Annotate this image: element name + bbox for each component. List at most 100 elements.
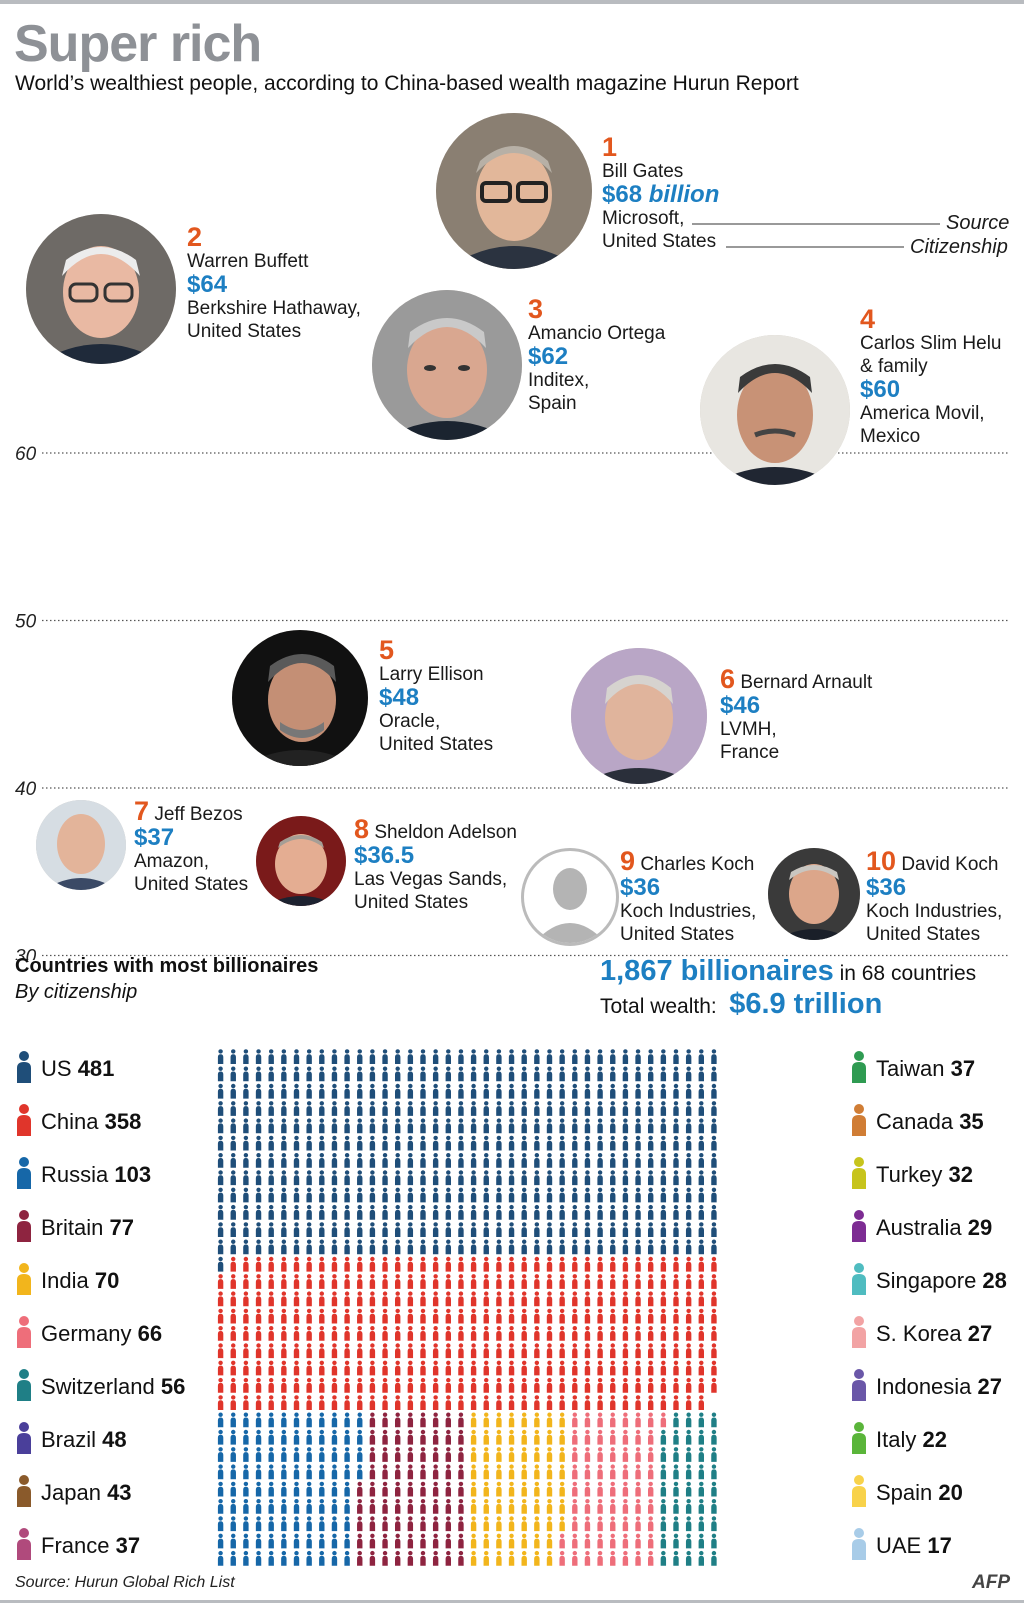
person-icon xyxy=(711,1533,717,1549)
person-icon xyxy=(243,1481,249,1497)
person-icon xyxy=(268,1516,274,1532)
person-icon xyxy=(281,1083,287,1099)
person-icon xyxy=(420,1481,426,1497)
person-icon xyxy=(344,1395,350,1410)
legend-country-count: 20 xyxy=(938,1480,963,1505)
person-icon xyxy=(572,1343,578,1359)
person-icon xyxy=(395,1049,401,1064)
person-icon xyxy=(306,1187,312,1203)
person-icon xyxy=(660,1377,667,1393)
person-icon xyxy=(369,1377,376,1393)
person-icon xyxy=(648,1187,654,1203)
person-icon xyxy=(852,1104,866,1136)
person-icon xyxy=(673,1377,679,1393)
person-icon xyxy=(508,1083,515,1099)
person-icon xyxy=(534,1308,540,1324)
person-icon xyxy=(243,1550,249,1566)
person-icon xyxy=(673,1170,679,1186)
person-icon xyxy=(521,1481,527,1497)
person-icon xyxy=(230,1308,236,1324)
person-icon xyxy=(660,1516,667,1532)
person-icon xyxy=(673,1464,679,1480)
person-icon xyxy=(432,1274,439,1289)
person-icon xyxy=(660,1101,667,1116)
person-icon xyxy=(584,1274,591,1289)
person-icon xyxy=(420,1239,426,1255)
person-icon xyxy=(268,1343,274,1359)
rank-chart: 60 50 40 30 xyxy=(15,223,1008,960)
person-name: Amancio Ortega xyxy=(528,323,666,344)
person-icon xyxy=(521,1464,527,1480)
person-icon xyxy=(243,1204,249,1220)
person-icon xyxy=(281,1170,287,1186)
person-icon xyxy=(673,1153,679,1168)
person-icon xyxy=(281,1239,287,1255)
person-icon xyxy=(483,1066,489,1082)
person-icon xyxy=(597,1256,603,1272)
person-icon xyxy=(610,1135,616,1151)
person-icon xyxy=(331,1481,338,1497)
person-icon xyxy=(685,1083,692,1099)
person-icon xyxy=(344,1550,350,1566)
person-icon xyxy=(622,1118,629,1134)
person-icon xyxy=(496,1222,502,1237)
person-icon xyxy=(483,1395,489,1410)
person-icon xyxy=(268,1360,274,1376)
person-icon xyxy=(445,1153,451,1168)
person-icon xyxy=(357,1447,363,1462)
person-icon xyxy=(268,1481,274,1497)
legend-country-name: US xyxy=(41,1056,78,1081)
person-icon xyxy=(344,1274,350,1289)
person-icon xyxy=(255,1135,262,1151)
person-icon xyxy=(622,1222,629,1237)
person-icon xyxy=(445,1101,451,1116)
person-icon xyxy=(635,1239,641,1255)
person-icon xyxy=(306,1153,312,1168)
person-icon xyxy=(521,1256,527,1272)
person-icon xyxy=(243,1101,249,1116)
person-icon xyxy=(217,1550,224,1566)
person-icon xyxy=(369,1326,376,1341)
person-icon xyxy=(584,1135,591,1151)
person-icon xyxy=(660,1118,667,1134)
person-icon xyxy=(584,1153,591,1168)
person-icon xyxy=(395,1464,401,1480)
person-icon xyxy=(711,1256,717,1272)
person-icon xyxy=(395,1204,401,1220)
person-icon xyxy=(521,1049,527,1064)
person-icon xyxy=(344,1187,350,1203)
person-icon xyxy=(622,1066,629,1082)
person-icon xyxy=(268,1412,274,1428)
person-icon xyxy=(243,1412,249,1428)
person-icon xyxy=(357,1326,363,1341)
wealth-source: Oracle, xyxy=(379,711,441,732)
person-icon xyxy=(344,1101,350,1116)
person-icon xyxy=(306,1066,312,1082)
person-icon xyxy=(217,1049,224,1064)
person-icon xyxy=(648,1135,654,1151)
person-icon xyxy=(521,1239,527,1255)
person-icon xyxy=(432,1343,439,1359)
person-icon xyxy=(395,1153,401,1168)
person-icon xyxy=(685,1360,692,1376)
person-icon xyxy=(306,1118,312,1134)
person-icon xyxy=(445,1204,451,1220)
person-icon xyxy=(698,1101,704,1116)
person-icon xyxy=(255,1395,262,1410)
person-icon xyxy=(268,1447,274,1462)
person-icon xyxy=(344,1066,350,1082)
person-icon xyxy=(685,1395,692,1410)
person-icon xyxy=(546,1360,553,1376)
person-icon xyxy=(534,1447,540,1462)
person-icon xyxy=(243,1153,249,1168)
person-icon xyxy=(319,1447,325,1462)
person-icon xyxy=(584,1187,591,1203)
legend-country-name: UAE xyxy=(876,1533,928,1558)
person-icon xyxy=(255,1308,262,1324)
person-icon xyxy=(344,1291,350,1307)
net-worth: $36 xyxy=(620,874,661,901)
person-icon xyxy=(483,1049,489,1064)
person-icon xyxy=(445,1066,451,1082)
person-icon xyxy=(534,1499,540,1514)
person-icon xyxy=(572,1153,578,1168)
